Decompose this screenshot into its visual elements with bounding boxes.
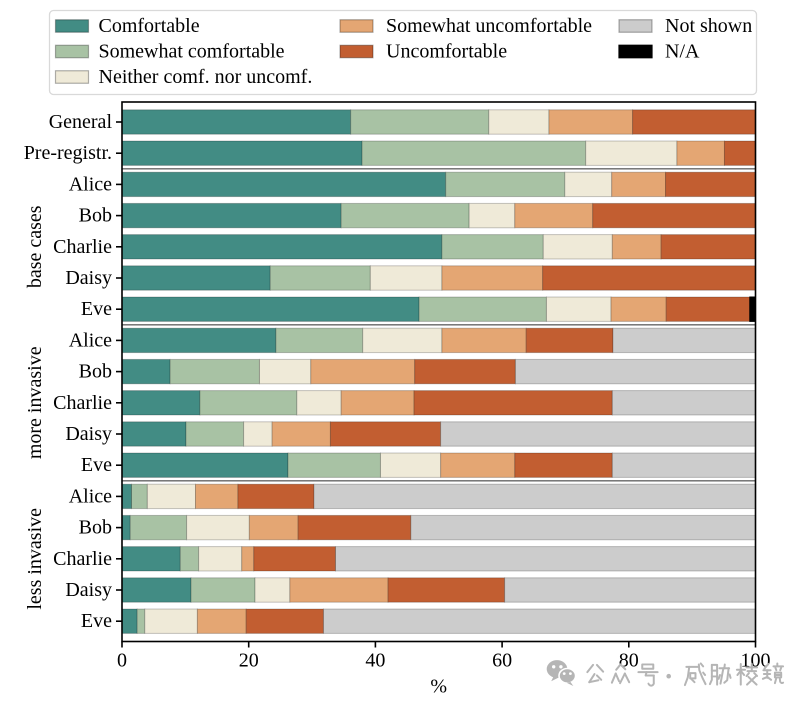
svg-text:100: 100 [741,650,771,672]
svg-text:Bob: Bob [79,205,112,227]
svg-text:Neither comf. nor uncomf.: Neither comf. nor uncomf. [99,66,313,88]
svg-text:Alice: Alice [69,485,112,507]
svg-text:less invasive: less invasive [24,508,46,610]
svg-text:Somewhat comfortable: Somewhat comfortable [99,41,285,63]
svg-text:Comfortable: Comfortable [99,15,200,37]
svg-text:Not shown: Not shown [665,15,752,37]
svg-text:Eve: Eve [81,454,112,476]
svg-text:more invasive: more invasive [24,346,46,459]
svg-text:Daisy: Daisy [65,579,112,601]
svg-text:Alice: Alice [69,173,112,195]
svg-text:20: 20 [239,650,259,672]
svg-text:Daisy: Daisy [65,423,112,445]
svg-text:Bob: Bob [79,361,112,383]
svg-text:N/A: N/A [665,41,700,63]
svg-text:Pre-registr.: Pre-registr. [24,142,112,164]
svg-text:Charlie: Charlie [53,236,112,258]
svg-text:Uncomfortable: Uncomfortable [386,41,507,63]
svg-text:%: % [430,676,447,698]
svg-text:Charlie: Charlie [53,548,112,570]
svg-text:40: 40 [365,650,385,672]
svg-text:60: 60 [492,650,512,672]
svg-text:General: General [49,111,113,133]
svg-text:Bob: Bob [79,517,112,539]
svg-text:base cases: base cases [24,205,46,288]
svg-text:Eve: Eve [81,298,112,320]
svg-text:Charlie: Charlie [53,392,112,414]
svg-text:Eve: Eve [81,610,112,632]
svg-text:Somewhat uncomfortable: Somewhat uncomfortable [386,15,592,37]
svg-text:Alice: Alice [69,329,112,351]
svg-text:0: 0 [117,650,127,672]
svg-text:Daisy: Daisy [65,267,112,289]
svg-text:80: 80 [619,650,639,672]
